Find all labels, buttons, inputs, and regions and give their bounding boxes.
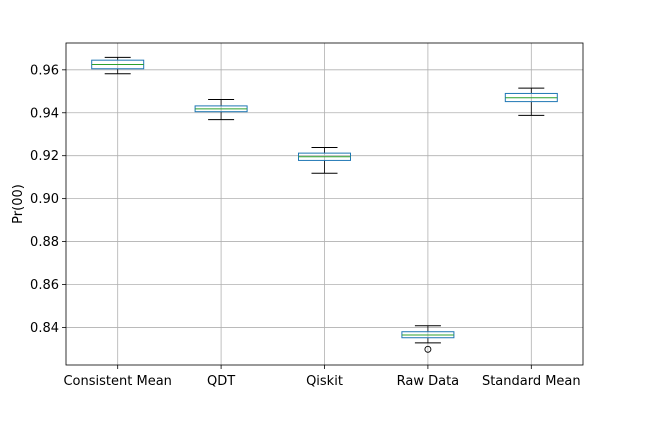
- x-tick-label: Qiskit: [306, 374, 343, 389]
- x-tick-label: QDT: [207, 374, 235, 389]
- y-axis-ticks: 0.84 0.86 0.88 0.90 0.92 0.94 0.96: [30, 63, 66, 336]
- box-series: [91, 56, 558, 353]
- x-tick-label: Standard Mean: [482, 374, 581, 389]
- plot-area-frame: [65, 42, 584, 366]
- y-tick-label: 0.96: [30, 63, 59, 78]
- y-tick-label: 0.94: [30, 106, 59, 121]
- y-tick-label: 0.84: [30, 321, 59, 336]
- outlier-point: [424, 345, 432, 353]
- x-tick-label: Raw Data: [397, 374, 460, 389]
- y-tick-label: 0.86: [30, 278, 59, 293]
- y-tick-label: 0.92: [30, 149, 59, 164]
- y-tick-label: 0.90: [30, 192, 59, 207]
- y-axis-label: Pr(00): [11, 184, 26, 224]
- y-tick-label: 0.88: [30, 235, 59, 250]
- grid-lines: [66, 43, 583, 365]
- x-axis-ticks: Consistent Mean QDT Qiskit Raw Data Standard…: [63, 365, 581, 389]
- x-tick-label: Consistent Mean: [63, 374, 171, 389]
